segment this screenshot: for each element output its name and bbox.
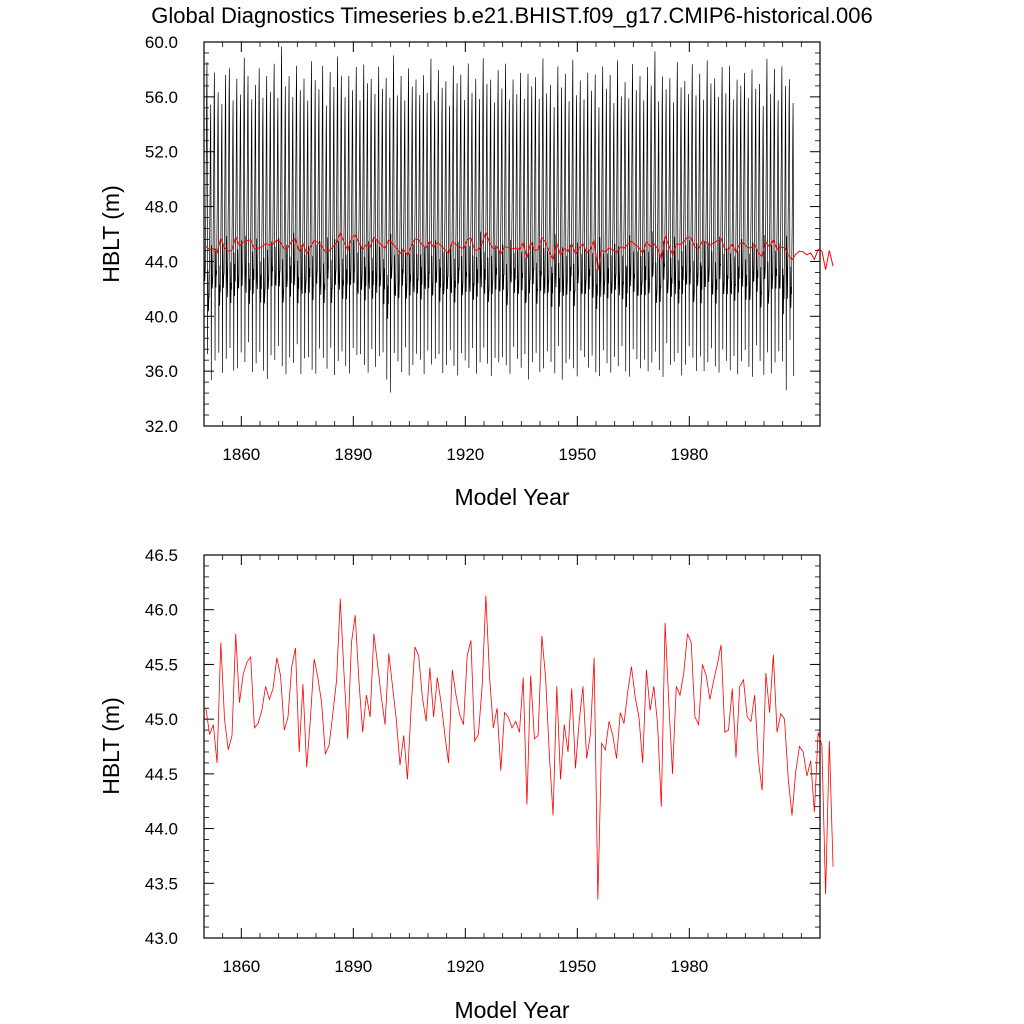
x-tick-label: 1860 — [222, 445, 260, 464]
series-group-bottom — [205, 595, 834, 900]
axis-ticks-bottom: 1860 1890 1920 1950 1980 43.0 43.5 44.0 44.5 45.0… — [145, 546, 821, 976]
y-tick-label: 32.0 — [145, 417, 178, 436]
y-tick-label: 44.0 — [145, 820, 178, 839]
x-tick-label: 1950 — [558, 445, 596, 464]
series-line-annual-top — [205, 230, 834, 271]
x-tick-label: 1920 — [446, 957, 484, 976]
x-tick-label: 1980 — [670, 957, 708, 976]
y-tick-label: 52.0 — [145, 143, 178, 162]
x-axis-label-top: Model Year — [454, 484, 569, 510]
y-tick-label: 44.5 — [145, 765, 178, 784]
y-tick-label: 60.0 — [145, 33, 178, 52]
series-group-top — [203, 46, 834, 393]
x-tick-label: 1890 — [334, 445, 372, 464]
y-tick-label: 36.0 — [145, 362, 178, 381]
series-line-monthly — [203, 46, 795, 393]
y-tick-label: 43.5 — [145, 874, 178, 893]
panel-annual-mean: 1860 1890 1920 1950 1980 43.0 43.5 44.0 44.5 45.0… — [98, 546, 834, 1023]
y-tick-label: 45.0 — [145, 710, 178, 729]
y-axis-label-top: HBLT (m) — [98, 185, 124, 283]
y-tick-label: 44.0 — [145, 252, 178, 271]
x-tick-label: 1890 — [334, 957, 372, 976]
panel-monthly-and-annual: 1860 1890 1920 1950 1980 32.0 36.0 40.0 44.0 48.0… — [98, 33, 834, 510]
y-tick-label: 46.5 — [145, 546, 178, 565]
x-tick-label: 1950 — [558, 957, 596, 976]
series-line-annual-bottom — [205, 595, 834, 900]
y-tick-label: 48.0 — [145, 198, 178, 217]
plot-frame-bottom — [203, 554, 821, 939]
y-tick-label: 56.0 — [145, 88, 178, 107]
x-axis-label-bottom: Model Year — [454, 997, 569, 1023]
plot-frame-top — [203, 41, 821, 427]
y-axis-label-bottom: HBLT (m) — [98, 697, 124, 795]
figure-title: Global Diagnostics Timeseries b.e21.BHIS… — [151, 3, 872, 28]
x-tick-label: 1920 — [446, 445, 484, 464]
y-tick-label: 45.5 — [145, 655, 178, 674]
y-tick-label: 43.0 — [145, 929, 178, 948]
axis-ticks-top: 1860 1890 1920 1950 1980 32.0 36.0 40.0 44.0 48.0… — [145, 33, 821, 464]
y-tick-label: 46.0 — [145, 601, 178, 620]
y-tick-label: 40.0 — [145, 307, 178, 326]
x-tick-label: 1980 — [670, 445, 708, 464]
x-tick-label: 1860 — [222, 957, 260, 976]
